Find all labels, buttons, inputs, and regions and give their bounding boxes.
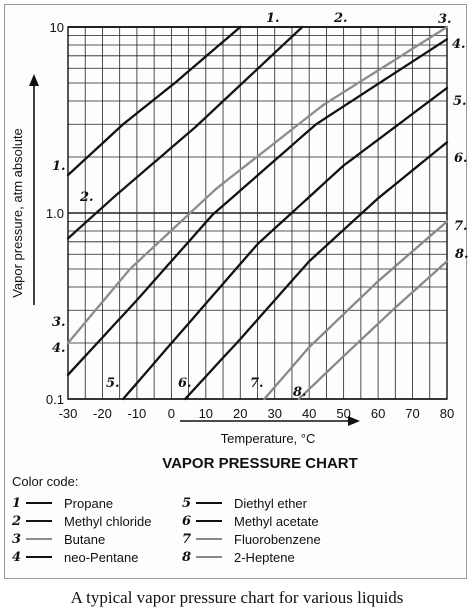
series-line-propane <box>66 25 242 177</box>
legend-label: Butane <box>64 531 106 547</box>
curve-label-end: 2. <box>333 11 348 26</box>
curve-label-start: 4. <box>52 341 66 356</box>
legend-item-fluorobenzene: 7 Fluorobenzene <box>182 530 321 548</box>
series-line-methyl-acetate <box>183 141 449 401</box>
labels: -30 -20 -10 0 10 20 30 40 50 60 70 80 0.1 1.0 10 1. 1. 2.… <box>46 11 469 421</box>
x-tick-label: 70 <box>405 406 419 421</box>
legend-label: Methyl chloride <box>64 513 152 529</box>
x-tick-label: 30 <box>267 406 281 421</box>
curve-label-end: 1. <box>266 11 280 26</box>
curve-label-start: 6. <box>178 376 192 391</box>
x-tick-label: -30 <box>59 406 78 421</box>
curve-label-start: 7. <box>250 376 264 391</box>
curve-label-start: 1. <box>52 159 66 174</box>
legend-item-methyl-chloride: 2 Methyl chloride <box>12 512 151 530</box>
legend-number: 7 <box>182 531 192 547</box>
curve-label-start: 3. <box>52 315 66 330</box>
curve-label-end: 7. <box>454 219 468 234</box>
curve-label-start: 2. <box>79 190 94 205</box>
legend-swatch <box>26 520 52 522</box>
x-tick-label: 60 <box>371 406 385 421</box>
legend-swatch <box>26 502 52 504</box>
x-axis-title: Temperature, °C <box>221 431 316 446</box>
legend-label: 2-Heptene <box>234 549 295 565</box>
legend-item-diethyl-ether: 5 Diethyl ether <box>182 494 307 512</box>
curve-label-start: 8. <box>293 385 307 400</box>
plot-area-border <box>67 26 448 400</box>
legend-item-neo-pentane: 4 neo-Pentane <box>12 548 138 566</box>
figure-frame <box>4 4 467 579</box>
curve-label-end: 6. <box>454 151 468 166</box>
grid <box>67 26 448 400</box>
legend-item-propane: 1 Propane <box>12 494 113 512</box>
legend-swatch <box>196 556 222 558</box>
legend-swatch <box>26 538 52 540</box>
series-line-butane <box>66 25 449 345</box>
curve-label-end: 5. <box>453 94 467 109</box>
y-axis-title: Vapor pressure, atm absolute <box>10 128 25 298</box>
series-line-methyl-chloride <box>66 25 304 240</box>
y-tick-label: 10 <box>50 20 64 35</box>
legend-number: 8 <box>182 549 192 565</box>
legend-item-methyl-acetate: 6 Methyl acetate <box>182 512 319 530</box>
x-tick-label: 0 <box>168 406 175 421</box>
legend-swatch <box>26 556 52 558</box>
axes <box>29 26 448 426</box>
legend-heading: Color code: <box>12 474 79 489</box>
x-tick-label: 20 <box>233 406 247 421</box>
legend-number: 4 <box>12 549 22 565</box>
curve-label-end: 4. <box>452 37 466 52</box>
legend-swatch <box>196 520 222 522</box>
series-lines <box>66 25 449 401</box>
x-tick-label: 40 <box>302 406 316 421</box>
x-tick-label: 50 <box>336 406 350 421</box>
legend-label: neo-Pentane <box>64 549 139 565</box>
legend-item-2-heptene: 8 2-Heptene <box>182 548 295 566</box>
legend-number: 1 <box>12 495 22 511</box>
figure-caption: A typical vapor pressure chart for vario… <box>70 588 404 607</box>
series-line-fluorobenzene <box>263 220 449 401</box>
y-tick-label: 0.1 <box>46 392 64 407</box>
series-line-2-heptene <box>297 260 449 401</box>
legend-number: 3 <box>12 531 22 547</box>
y-tick-label: 1.0 <box>46 206 64 221</box>
legend-label: Diethyl ether <box>234 495 307 511</box>
curve-label-end: 3. <box>438 12 452 27</box>
x-tick-label: 10 <box>199 406 213 421</box>
legend-number: 2 <box>12 513 22 529</box>
curve-label-start: 5. <box>106 376 120 391</box>
x-axis-arrowhead <box>348 416 360 426</box>
legend-label: Methyl acetate <box>234 513 319 529</box>
x-tick-label: 80 <box>440 406 454 421</box>
y-axis-arrowhead <box>29 74 39 86</box>
series-line-neo-pentane <box>66 38 449 376</box>
legend-number: 5 <box>182 495 192 511</box>
x-tick-label: -10 <box>128 406 147 421</box>
legend-swatch <box>196 538 222 540</box>
chart-title: VAPOR PRESSURE CHART <box>162 455 358 472</box>
legend-item-butane: 3 Butane <box>12 530 105 548</box>
x-tick-label: -20 <box>93 406 112 421</box>
legend-number: 6 <box>182 513 192 529</box>
legend-label: Propane <box>64 495 114 511</box>
legend-swatch <box>196 502 222 504</box>
series-line-diethyl-ether <box>121 86 449 401</box>
curve-label-end: 8. <box>455 247 469 262</box>
legend-label: Fluorobenzene <box>234 531 321 547</box>
